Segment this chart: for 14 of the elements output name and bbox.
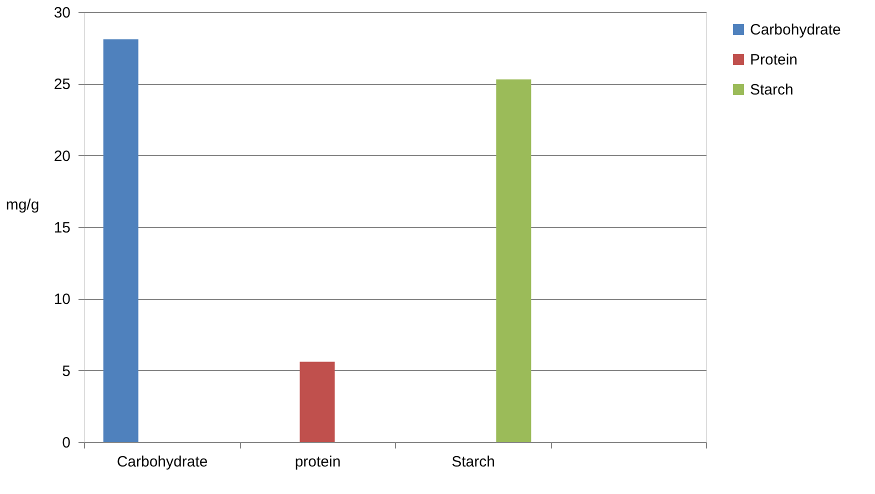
legend-label: Carbohydrate <box>750 22 841 38</box>
legend-label: Protein <box>750 52 798 68</box>
y-tick-label: 30 <box>54 4 70 22</box>
y-tick-label: 5 <box>62 362 70 380</box>
y-tick-label: 15 <box>54 220 70 236</box>
legend-label: Starch <box>750 82 794 98</box>
x-tick-label: protein <box>294 454 341 470</box>
y-tick-label: 20 <box>54 148 70 165</box>
y-tick-label: 25 <box>54 76 70 94</box>
x-tick-label: Carbohydrate <box>116 454 208 470</box>
y-tick-label: 0 <box>62 434 70 452</box>
x-tick-label: Starch <box>452 454 495 470</box>
y-axis-title: mg/g <box>6 196 40 214</box>
y-tick-label: 10 <box>54 291 70 308</box>
